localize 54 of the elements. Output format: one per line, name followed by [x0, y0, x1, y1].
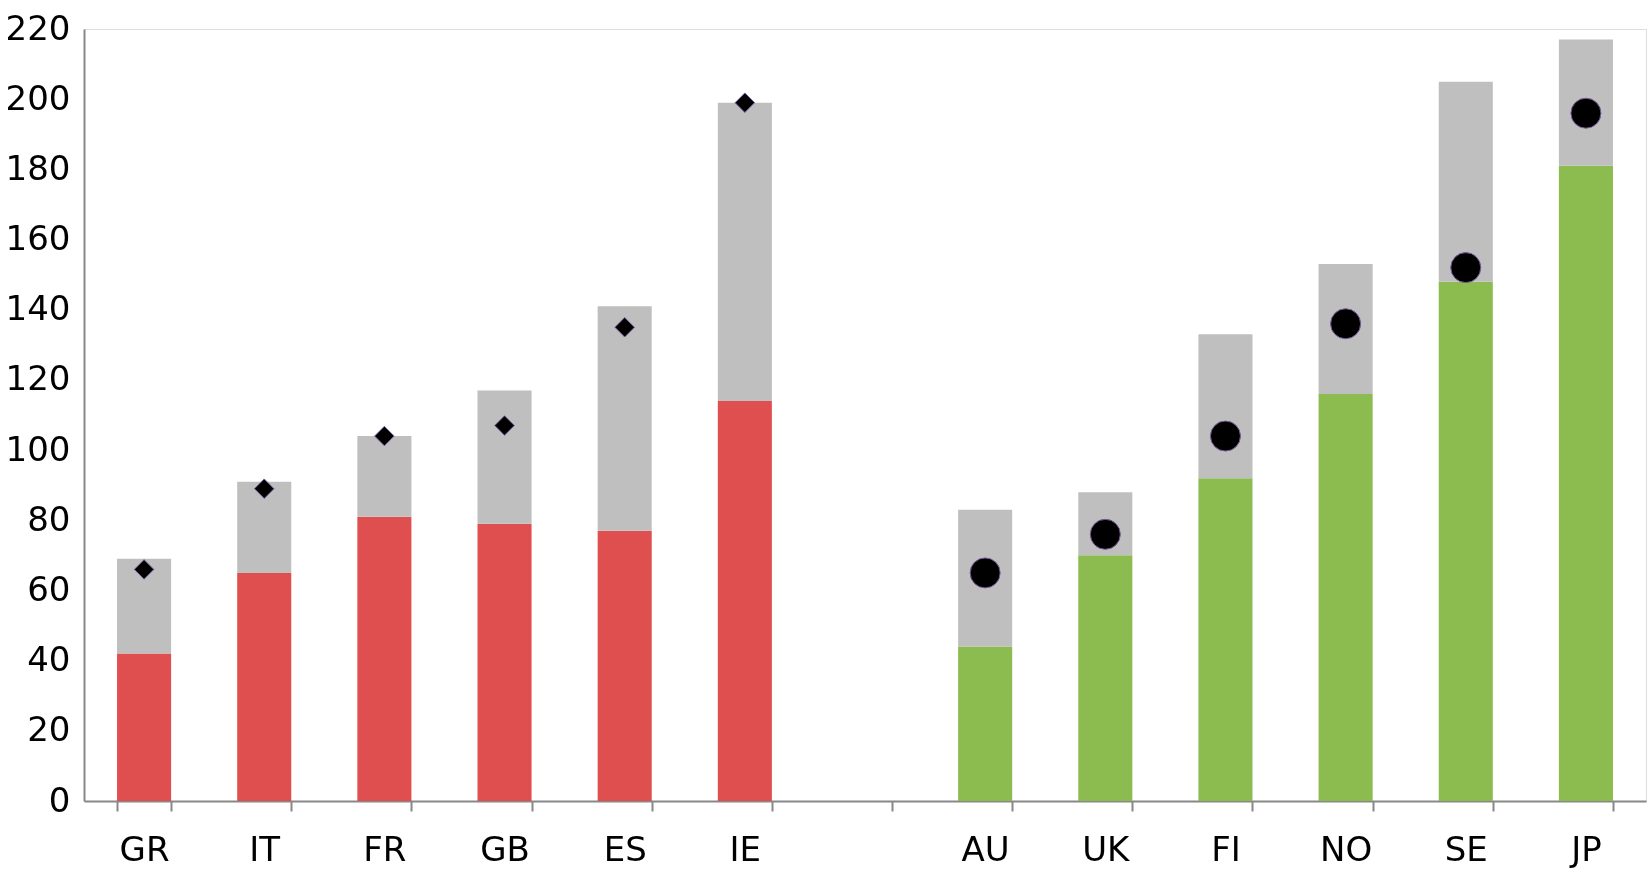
y-tick-label: 120	[5, 358, 71, 399]
y-tick-label: 220	[5, 7, 71, 48]
bar	[1438, 81, 1493, 282]
bar	[477, 390, 532, 524]
x-tick-label: NO	[1320, 828, 1373, 869]
x-tick-label: IE	[729, 828, 762, 869]
bar	[1078, 555, 1133, 801]
x-tick-label: UK	[1082, 828, 1132, 869]
y-tick-label: 160	[5, 218, 71, 259]
point	[374, 425, 395, 447]
y-tick-label: 100	[5, 428, 71, 469]
x-tick-label: SE	[1444, 828, 1488, 869]
x-tick-label: GR	[119, 828, 170, 869]
bar	[1438, 281, 1493, 801]
bar	[237, 572, 292, 801]
y-tick-label: 80	[27, 498, 71, 539]
bar	[717, 102, 772, 401]
point	[614, 317, 635, 338]
point	[734, 92, 756, 113]
bar	[1198, 478, 1253, 801]
x-tick-label: GB	[480, 828, 530, 869]
bar	[1558, 165, 1613, 801]
point	[1450, 252, 1482, 284]
point	[1209, 420, 1241, 452]
bar	[597, 530, 652, 801]
x-tick-label: ES	[603, 828, 647, 869]
bar	[357, 516, 412, 801]
point	[969, 557, 1001, 589]
x-tick-label: JP	[1569, 828, 1602, 869]
y-tick-label: 40	[27, 639, 71, 680]
bar	[958, 646, 1013, 801]
point	[494, 415, 515, 436]
point	[133, 559, 155, 580]
point	[1330, 308, 1362, 340]
y-tick-label: 0	[48, 779, 71, 820]
x-tick-label: IT	[249, 828, 281, 869]
x-tick-label: FI	[1211, 828, 1241, 869]
point	[253, 478, 275, 499]
x-tick-label: AU	[961, 828, 1010, 869]
bar	[1318, 393, 1373, 801]
bar	[237, 481, 292, 573]
bar	[357, 436, 412, 517]
y-tick-label: 140	[5, 288, 71, 329]
y-tick-label: 200	[5, 77, 71, 118]
bar	[477, 523, 532, 801]
x-tick-label: FR	[363, 828, 407, 869]
y-tick-label: 60	[27, 568, 71, 609]
bar	[597, 306, 652, 531]
y-tick-label: 20	[27, 709, 71, 750]
bar	[117, 653, 172, 801]
bar	[117, 558, 172, 654]
bar	[717, 400, 772, 801]
y-tick-label: 180	[5, 147, 71, 188]
bar	[1198, 334, 1253, 479]
